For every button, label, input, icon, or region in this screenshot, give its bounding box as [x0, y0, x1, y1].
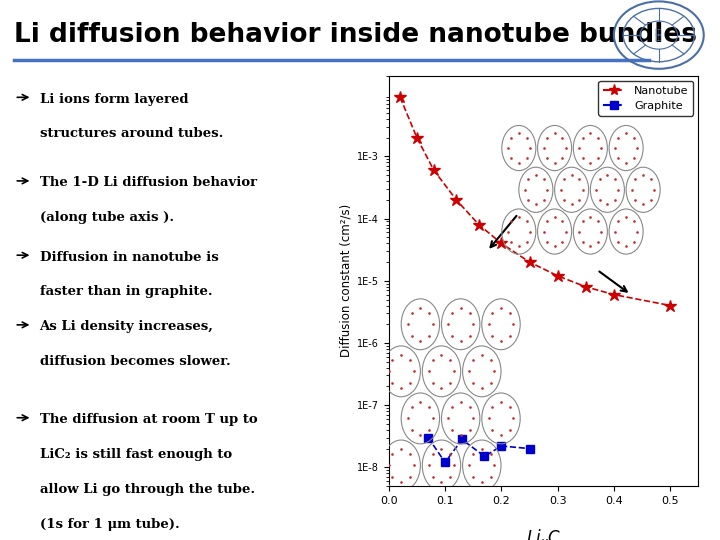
Text: As Li density increases,: As Li density increases,	[40, 320, 213, 333]
Nanotube	[474, 221, 483, 228]
Y-axis label: Diffusion constant (cm²/s): Diffusion constant (cm²/s)	[340, 204, 353, 357]
Nanotube	[554, 273, 562, 279]
Text: structures around tubes.: structures around tubes.	[40, 127, 223, 140]
Text: Li$_x$C: Li$_x$C	[526, 527, 561, 540]
Nanotube	[430, 167, 438, 173]
Text: faster than in graphite.: faster than in graphite.	[40, 285, 212, 299]
Legend: Nanotube, Graphite: Nanotube, Graphite	[598, 81, 693, 116]
Text: Li ions form layered: Li ions form layered	[40, 93, 188, 106]
Graphite	[424, 434, 433, 441]
Graphite	[441, 459, 449, 465]
Text: (1s for 1 μm tube).: (1s for 1 μm tube).	[40, 517, 179, 531]
Line: Nanotube: Nanotube	[394, 91, 677, 312]
Nanotube	[452, 197, 461, 203]
Nanotube	[610, 292, 618, 298]
Nanotube	[666, 302, 675, 309]
Nanotube	[525, 259, 534, 265]
Nanotube	[582, 284, 590, 290]
Text: LiC₂ is still fast enough to: LiC₂ is still fast enough to	[40, 448, 232, 461]
Graphite	[458, 436, 467, 443]
Text: allow Li go through the tube.: allow Li go through the tube.	[40, 483, 255, 496]
Text: (along tube axis ).: (along tube axis ).	[40, 211, 174, 224]
Text: Diffusion in nanotube is: Diffusion in nanotube is	[40, 251, 218, 264]
Text: 大连
理工: 大连 理工	[655, 29, 662, 41]
Line: Graphite: Graphite	[424, 434, 534, 467]
Text: Li diffusion behavior inside nanotube bundles: Li diffusion behavior inside nanotube bu…	[14, 22, 697, 48]
Graphite	[525, 446, 534, 452]
Graphite	[497, 443, 505, 449]
Nanotube	[396, 94, 405, 100]
Nanotube	[413, 134, 421, 141]
Text: The 1-D Li diffusion behavior: The 1-D Li diffusion behavior	[40, 176, 257, 189]
Nanotube	[497, 240, 505, 247]
Graphite	[480, 453, 489, 460]
Text: diffusion becomes slower.: diffusion becomes slower.	[40, 355, 230, 368]
Text: The diffusion at room T up to: The diffusion at room T up to	[40, 413, 257, 426]
